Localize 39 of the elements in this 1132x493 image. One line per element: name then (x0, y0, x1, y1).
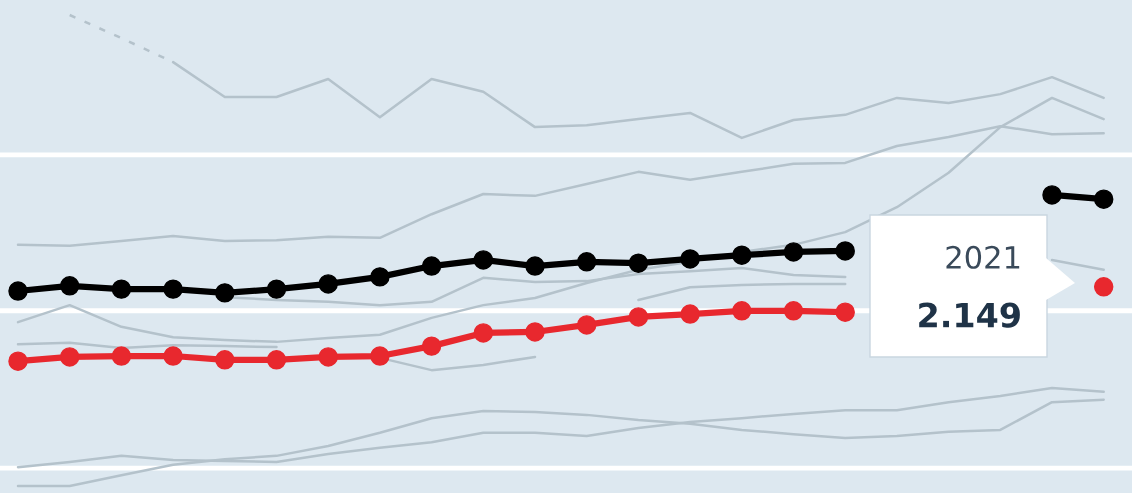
point (1093, 189, 1114, 209)
point (680, 249, 700, 269)
point (111, 346, 132, 366)
point (111, 279, 132, 299)
point (628, 253, 649, 273)
point (318, 347, 338, 367)
point (525, 322, 545, 342)
point (59, 276, 80, 296)
point (835, 302, 855, 322)
annotation: 2.149 (919, 302, 1020, 328)
point (473, 323, 494, 343)
point (370, 346, 390, 366)
point (370, 267, 390, 287)
point (318, 274, 338, 294)
point (421, 336, 442, 356)
point (473, 250, 494, 270)
point (215, 350, 235, 370)
point (8, 281, 28, 301)
point (680, 304, 700, 324)
point (783, 301, 804, 321)
point (732, 245, 752, 265)
point (732, 301, 752, 321)
point (1042, 185, 1062, 205)
point (163, 346, 183, 366)
point (628, 307, 649, 327)
point (835, 241, 855, 261)
point (266, 350, 287, 370)
point (8, 351, 28, 371)
point (266, 279, 287, 299)
point (783, 242, 804, 262)
point (421, 256, 442, 276)
point (525, 256, 545, 276)
point (1093, 277, 1114, 297)
point (59, 347, 80, 367)
point (576, 315, 597, 335)
point (215, 283, 235, 303)
point (163, 279, 183, 299)
annotation: 2021 (946, 245, 1020, 269)
point (576, 252, 597, 272)
